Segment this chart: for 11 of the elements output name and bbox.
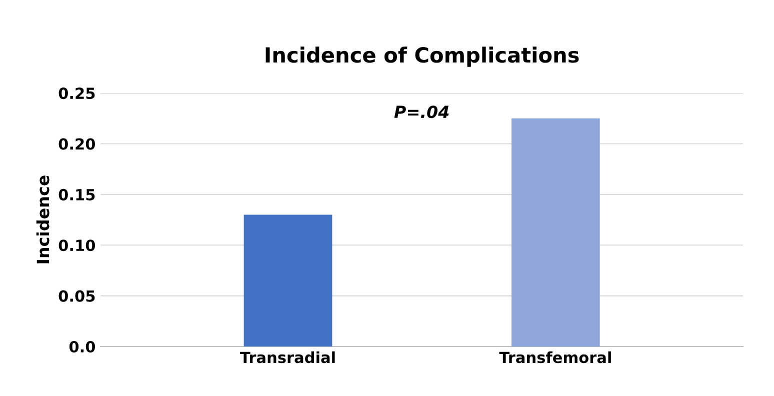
y-axis-title: Incidence (36, 176, 50, 264)
chart-title: Incidence of Complications (266, 46, 579, 67)
y-tick-label: 0.0 (69, 340, 96, 353)
y-tick-label: 0.15 (58, 188, 95, 200)
x-tick-label: Transfemoral (499, 351, 611, 364)
y-tick-label: 0.20 (58, 138, 96, 150)
y-tick-label: 0.05 (58, 290, 95, 302)
y-tick-label: 0.10 (58, 240, 96, 252)
annotation: P=.04 (394, 106, 449, 118)
x-tick-label: Transradial (240, 351, 335, 364)
y-tick-label: 0.25 (58, 88, 95, 100)
